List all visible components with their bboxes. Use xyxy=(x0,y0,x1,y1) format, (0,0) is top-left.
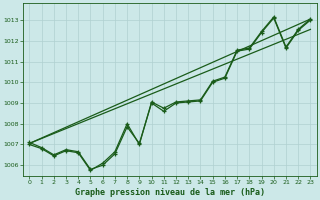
X-axis label: Graphe pression niveau de la mer (hPa): Graphe pression niveau de la mer (hPa) xyxy=(75,188,265,197)
